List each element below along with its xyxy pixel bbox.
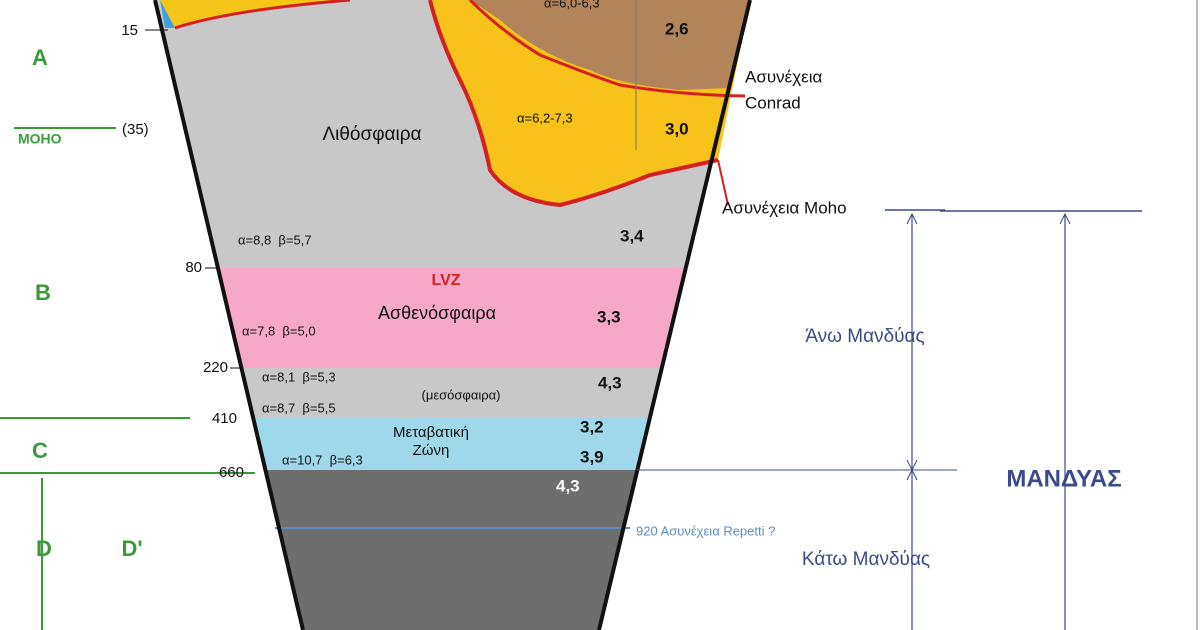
crust-param: α=6,0-6,3 [544, 0, 600, 10]
layer-params: α=8,8 β=5,7 [238, 232, 312, 247]
layer-name: Ασθενόσφαιρα [378, 303, 496, 323]
density: 3,0 [665, 119, 689, 138]
conrad-label: Conrad [745, 93, 801, 112]
layer-name: Ζώνη [413, 442, 450, 459]
right-edge [597, 0, 752, 630]
left-edge [153, 0, 305, 630]
crust-yellow-left [160, 0, 350, 28]
asthenosphere-layer [218, 268, 686, 368]
density: 3,4 [620, 226, 644, 245]
crust-line [174, 0, 351, 30]
moho-line [428, 0, 719, 208]
depth-label: 220 [203, 359, 228, 376]
lower-mantle-label: Κάτω Μανδύας [802, 549, 930, 570]
arrow-head [906, 459, 918, 481]
zone-label: D' [121, 536, 142, 561]
lower-mantle-layer [265, 470, 637, 630]
zone-label: B [35, 280, 51, 305]
layer-params: α=8,1 β=5,3 [262, 369, 336, 384]
upper-crust [470, 0, 750, 90]
moho-depth: (35) [122, 121, 149, 138]
mantle-title: ΜΑΝΔΥΑΣ [1006, 465, 1121, 492]
moho-discontinuity: Ασυνέχεια Moho [722, 198, 847, 217]
lvz-label: LVZ [431, 272, 460, 289]
zone-label: A [32, 45, 48, 70]
depth-label: 410 [212, 410, 237, 427]
transition-layer [253, 417, 650, 470]
depth-label: 80 [185, 259, 202, 276]
layer-params: α=10,7 β=6,3 [282, 452, 363, 467]
layer-params: α=7,8 β=5,0 [242, 323, 316, 338]
zone-label: D [36, 536, 52, 561]
conrad-line [468, 0, 746, 98]
density: 3,9 [580, 447, 604, 466]
depth-label: 15 [121, 22, 138, 39]
depth-label: 660 [219, 464, 244, 481]
upper-mantle-label: Άνω Μανδύας [805, 326, 924, 347]
moho-pointer [717, 159, 729, 206]
layer-params: α=8,7 β=5,5 [262, 400, 336, 415]
zone-label: C [32, 438, 48, 463]
density: 2,6 [665, 19, 689, 38]
layer-name: Μεταβατική [393, 424, 469, 441]
layer-name: Λιθόσφαιρα [322, 124, 421, 145]
arrow-head [1059, 212, 1071, 225]
layer-name: (μεσόσφαιρα) [422, 387, 501, 402]
density: 4,3 [598, 373, 622, 392]
conrad-label: Ασυνέχεια [745, 67, 822, 86]
density: 3,2 [580, 417, 604, 436]
density: 4,3 [556, 476, 580, 495]
crust-param: α=6,2-7,3 [517, 110, 573, 125]
moho-label: ΜΟΗΟ [18, 131, 62, 147]
mesosphere-layer [241, 368, 662, 417]
density: 3,3 [597, 307, 621, 326]
repetti-label: 920 Ασυνέχεια Repetti ? [636, 523, 775, 538]
arrow-head [906, 212, 918, 225]
